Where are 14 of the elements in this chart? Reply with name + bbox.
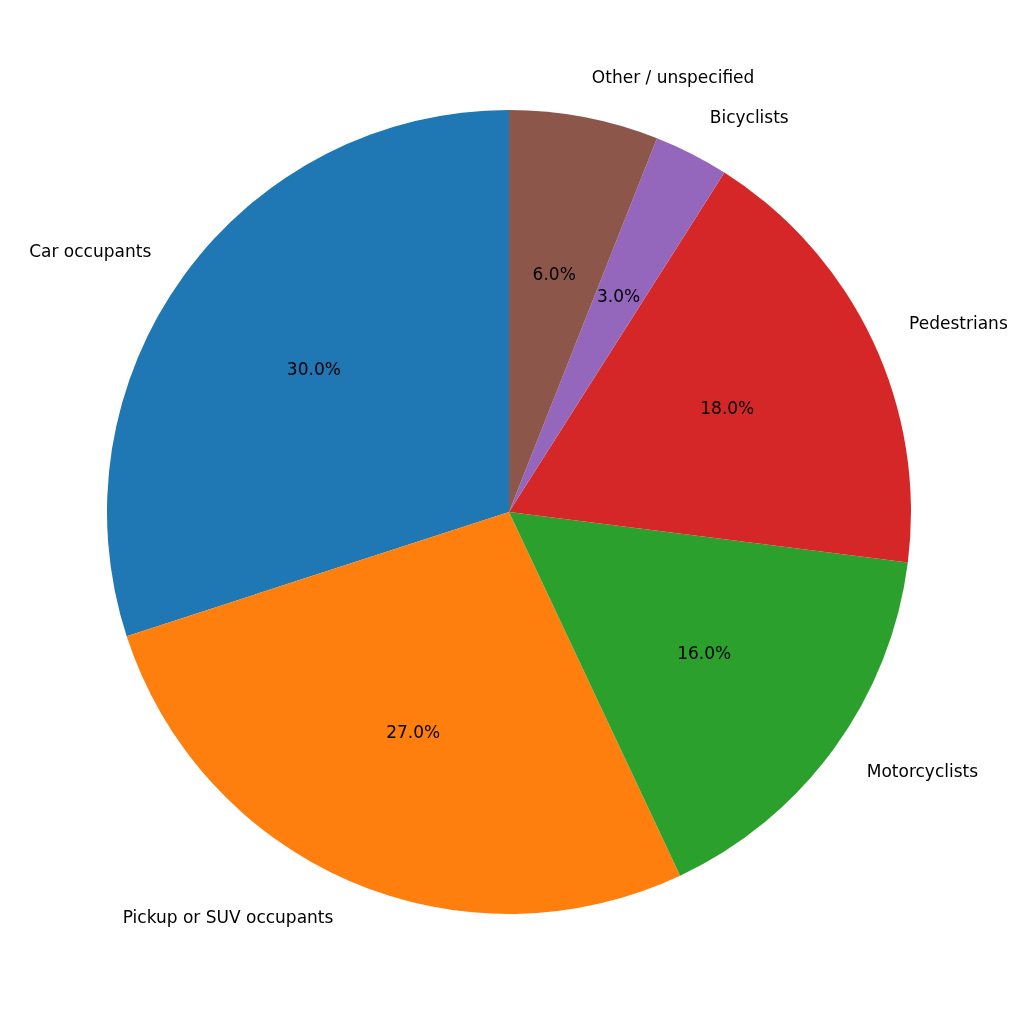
slice-label: Pedestrians [909,312,1008,333]
slice-label: Bicyclists [709,107,789,127]
slice-label: Other / unspecified [591,66,755,87]
pie-slice [509,110,657,512]
slice-label: Motorcyclists [866,760,979,781]
data-label: 30.0% [286,359,341,380]
data-label: 3.0% [596,286,641,307]
pie-slice [509,172,911,563]
data-label: 16.0% [677,642,732,663]
data-label: 18.0% [700,398,755,419]
slice-label: Pickup or SUV occupants [122,906,334,927]
data-label: 6.0% [532,264,576,285]
data-label: 27.0% [386,722,441,743]
slice-label: Car occupants [29,241,152,262]
